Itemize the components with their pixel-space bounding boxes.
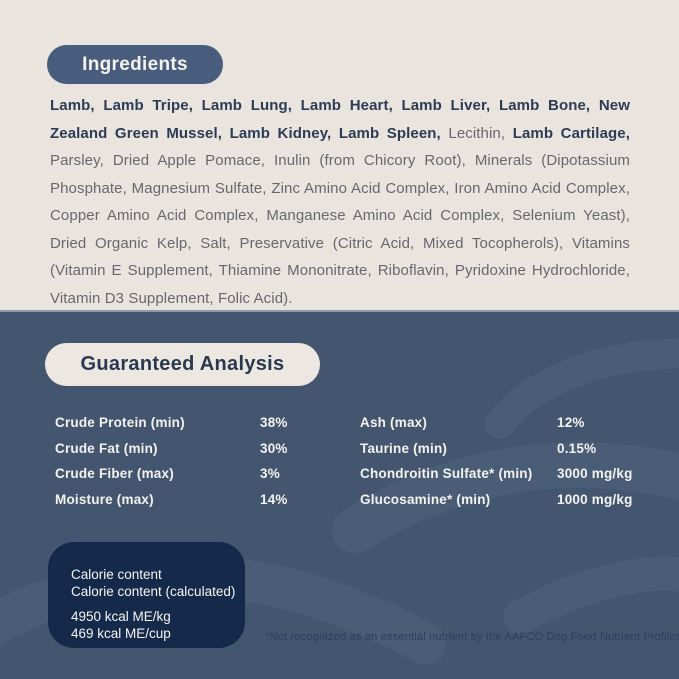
ingredients-segment-bold: Lamb, Lamb Tripe, Lamb Lung, Lamb Heart,…: [50, 97, 630, 142]
nutrient-value: 1000 mg/kg: [557, 491, 633, 507]
ingredients-segment-regular: Parsley, Dried Apple Pomace, Inulin (fro…: [50, 152, 630, 307]
nutrient-value: 0.15%: [557, 440, 597, 456]
calorie-heading-calculated: Calorie content (calculated): [71, 584, 236, 599]
nutrient-label: Crude Fat (min): [55, 440, 158, 456]
guaranteed-analysis-title: Guaranteed Analysis: [80, 353, 285, 375]
nutrient-label: Crude Fiber (max): [55, 466, 174, 482]
nutrient-label: Moisture (max): [55, 491, 154, 507]
calorie-value-kg: 4950 kcal ME/kg: [71, 609, 171, 624]
calorie-content-box: Calorie content Calorie content (calcula…: [48, 542, 245, 648]
nutrient-value: 30%: [260, 440, 288, 456]
nutrient-value: 14%: [260, 491, 288, 507]
nutrient-value: 3%: [260, 466, 280, 482]
ingredients-title: Ingredients: [82, 53, 188, 75]
guaranteed-analysis-header-pill: Guaranteed Analysis: [45, 343, 320, 386]
ingredients-header-pill: Ingredients: [47, 45, 223, 84]
nutrient-value: 38%: [260, 415, 288, 431]
ingredients-segment-bold: Lamb Cartilage,: [512, 124, 630, 142]
ingredients-segment-regular: Lecithin,: [448, 124, 513, 142]
guaranteed-analysis-section: Guaranteed Analysis Crude Protein (min) …: [0, 310, 679, 679]
nutrient-label: Crude Protein (min): [55, 415, 185, 431]
guaranteed-analysis-table: Crude Protein (min) 38% Ash (max) 12% Cr…: [55, 410, 635, 512]
ingredients-section: Ingredients Lamb, Lamb Tripe, Lamb Lung,…: [0, 0, 679, 310]
nutrient-label: Chondroitin Sulfate* (min): [360, 466, 533, 482]
nutrient-label: Glucosamine* (min): [360, 491, 491, 507]
nutrient-label: Ash (max): [360, 415, 428, 431]
nutrient-value: 12%: [557, 415, 585, 431]
calorie-value-cup: 469 kcal ME/cup: [71, 626, 171, 641]
nutrient-label: Taurine (min): [360, 440, 448, 456]
aafco-footnote: *Not recognized as an essential nutrient…: [265, 631, 679, 643]
nutrient-value: 3000 mg/kg: [557, 466, 633, 482]
calorie-heading: Calorie content: [71, 567, 162, 582]
ingredients-text: Lamb, Lamb Tripe, Lamb Lung, Lamb Heart,…: [50, 92, 630, 312]
